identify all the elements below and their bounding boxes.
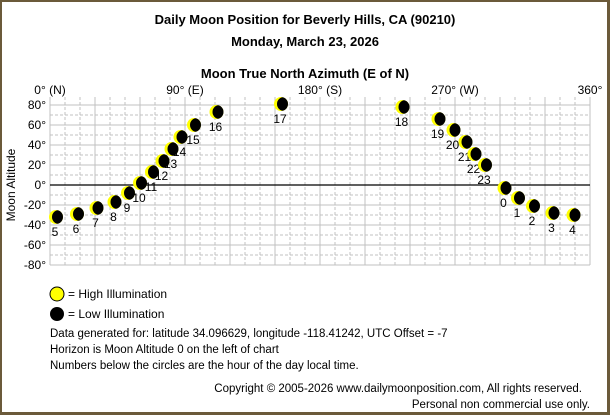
- grid: [49, 97, 591, 266]
- note-hours: Numbers below the circles are the hour o…: [50, 360, 359, 372]
- hour-label: 15: [186, 133, 200, 147]
- legend-low-label: = Low Illumination: [68, 307, 164, 321]
- moon-point: [526, 199, 540, 213]
- y-tick-label: 40°: [28, 138, 46, 152]
- legend-low-icon: [50, 307, 64, 321]
- hour-label: 0: [500, 196, 507, 210]
- hour-label: 5: [52, 225, 59, 239]
- moon-point: [511, 191, 525, 205]
- x-axis-title: Moon True North Azimuth (E of N): [201, 66, 409, 81]
- y-tick-label: 20°: [28, 158, 46, 172]
- legend-high-icon: [49, 286, 65, 302]
- moon-point: [49, 210, 63, 224]
- y-tick-label: 60°: [28, 118, 46, 132]
- hour-label: 18: [395, 115, 409, 129]
- moon-shadow: [277, 97, 288, 111]
- x-tick-label: 90° (E): [166, 83, 203, 97]
- moon-shadow: [514, 191, 525, 205]
- chart-title: Daily Moon Position for Beverly Hills, C…: [155, 12, 456, 27]
- moon-shadow: [212, 105, 224, 119]
- y-tick-labels: 80° 60° 40° 20° 0° -20° -40° -60° -80°: [24, 98, 46, 272]
- y-axis-title: Moon Altitude: [4, 148, 18, 221]
- moon-point: [89, 201, 104, 215]
- moon-shadow: [500, 181, 512, 195]
- moon-point: [431, 112, 446, 126]
- legend: = High Illumination = Low Illumination: [49, 286, 167, 321]
- y-tick-label: -20°: [24, 198, 46, 212]
- note-horizon: Horizon is Moon Altitude 0 on the left o…: [50, 344, 280, 356]
- hour-label: 14: [173, 145, 187, 159]
- hour-label: 11: [145, 180, 158, 194]
- moon-point: [274, 97, 288, 111]
- hour-label: 23: [477, 173, 491, 187]
- note-location: Data generated for: latitude 34.096629, …: [50, 328, 448, 340]
- x-tick-labels: 0° (N) 90° (E) 180° (S) 270° (W) 360°: [34, 83, 602, 97]
- hour-label: 3: [548, 221, 555, 235]
- hour-label: 2: [529, 214, 536, 228]
- hour-label: 4: [569, 223, 576, 237]
- x-tick-label: 0° (N): [34, 83, 65, 97]
- moon-shadow: [461, 135, 473, 149]
- moon-shadow: [529, 199, 540, 213]
- hour-label: 7: [92, 216, 99, 230]
- moon-point: [209, 105, 224, 119]
- hour-label: 9: [124, 201, 131, 215]
- moon-point: [497, 181, 512, 195]
- moon-point: [458, 135, 473, 149]
- hour-label: 17: [273, 112, 287, 126]
- moon-shadow: [92, 201, 104, 215]
- hour-label: 20: [446, 138, 460, 152]
- moon-shadow: [73, 207, 84, 221]
- y-tick-label: 0°: [35, 178, 47, 192]
- hour-label: 16: [209, 120, 223, 134]
- y-tick-label: 80°: [28, 98, 46, 112]
- usage-note: Personal non commercial use only.: [412, 399, 590, 411]
- y-tick-label: -80°: [24, 258, 46, 272]
- hour-label: 10: [132, 191, 146, 205]
- hour-label: 12: [155, 169, 169, 183]
- moon-shadow: [434, 112, 446, 126]
- hour-label: 1: [514, 206, 521, 220]
- moon-shadow: [52, 210, 63, 224]
- moon-point: [107, 195, 122, 209]
- hour-label: 13: [164, 157, 178, 171]
- moon-point: [70, 207, 84, 221]
- hour-label: 19: [431, 127, 445, 141]
- legend-high-label: = High Illumination: [68, 287, 167, 301]
- hour-label: 8: [110, 210, 117, 224]
- x-tick-label: 180° (S): [298, 83, 342, 97]
- x-tick-label: 270° (W): [431, 83, 478, 97]
- y-tick-label: -40°: [24, 218, 46, 232]
- hour-label: 22: [467, 162, 481, 176]
- hour-label: 6: [73, 222, 80, 236]
- y-tick-label: -60°: [24, 238, 46, 252]
- copyright: Copyright © 2005-2026 www.dailymoonposit…: [214, 383, 582, 395]
- chart-date: Monday, March 23, 2026: [231, 34, 379, 49]
- x-tick-label: 360°: [578, 83, 603, 97]
